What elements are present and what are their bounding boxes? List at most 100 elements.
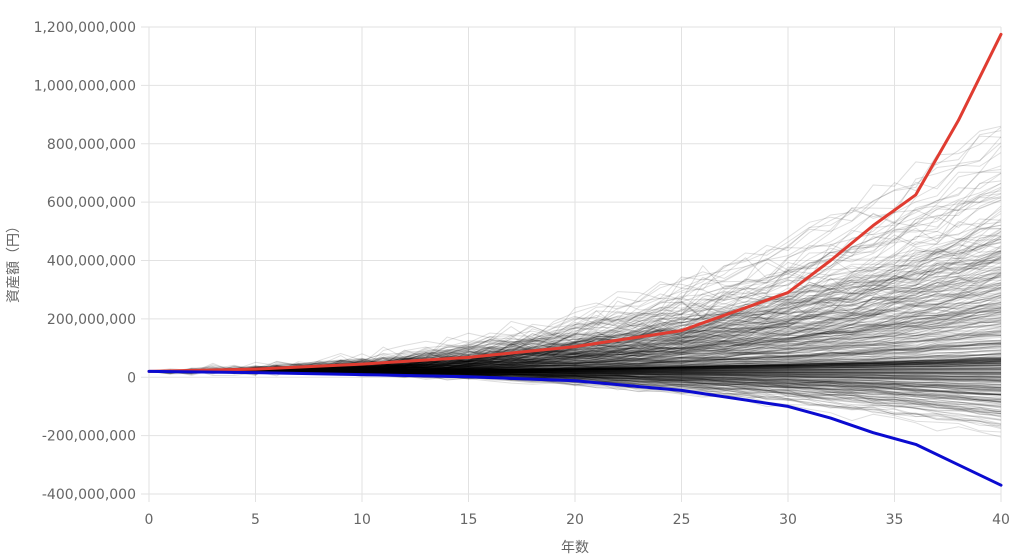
simulation-line — [149, 301, 1002, 373]
simulation-line — [149, 365, 1002, 373]
simulation-line — [148, 306, 1002, 373]
x-tick-label: 20 — [566, 512, 584, 528]
x-tick-label: 15 — [460, 512, 478, 528]
simulation-line — [148, 335, 1002, 373]
simulation-line — [148, 370, 1002, 389]
simulation-line — [149, 363, 1002, 372]
simulation-line — [149, 370, 1002, 382]
simulation-line — [148, 307, 1002, 373]
simulation-line — [149, 370, 1002, 375]
simulation-line — [148, 332, 1002, 372]
x-tick-label: 5 — [251, 512, 260, 528]
simulation-line — [148, 316, 1002, 373]
simulation-line — [149, 365, 1002, 373]
simulation-line — [148, 342, 1002, 373]
simulation-line — [149, 364, 1002, 372]
simulation-line — [148, 370, 1002, 392]
simulation-line — [148, 250, 1002, 373]
simulation-line — [149, 360, 1002, 372]
simulation-line — [148, 350, 1002, 373]
simulation-line — [148, 335, 1002, 372]
simulation-line — [149, 370, 1001, 372]
simulation-line — [148, 295, 1002, 373]
simulation-line — [148, 316, 1002, 373]
simulation-line — [148, 357, 1002, 373]
y-tick-label: -200,000,000 — [42, 429, 136, 445]
simulation-line — [149, 369, 1002, 372]
simulation-line — [149, 344, 1002, 373]
simulation-line — [149, 367, 1002, 372]
simulation-line — [148, 370, 1002, 421]
simulation-line — [149, 369, 1002, 372]
simulation-line — [149, 370, 1002, 379]
simulation-line — [148, 307, 1002, 373]
simulation-line — [149, 366, 1002, 372]
simulation-line — [148, 331, 1002, 372]
simulation-line — [149, 370, 1002, 374]
simulation-line — [149, 370, 1002, 374]
simulation-line — [148, 261, 1002, 373]
simulation-line — [149, 370, 1001, 374]
simulation-line — [149, 370, 1002, 375]
simulation-line — [149, 358, 1002, 373]
simulation-line — [148, 308, 1002, 373]
simulation-line — [149, 288, 1002, 373]
simulation-line — [148, 309, 1002, 373]
simulation-line — [148, 256, 1002, 373]
y-tick-labels: 1,200,000,000 1,000,000,000 800,000,000 600… — [34, 20, 136, 503]
simulation-line — [148, 340, 1002, 373]
simulation-line — [148, 370, 1002, 395]
simulation-line — [148, 338, 1002, 373]
simulation-line — [148, 267, 1002, 373]
simulation-line — [149, 370, 1002, 381]
simulation-line — [148, 327, 1002, 373]
simulation-line — [148, 361, 1002, 373]
simulation-line — [148, 259, 1002, 374]
x-tick-label: 30 — [779, 512, 797, 528]
simulation-line — [149, 354, 1002, 373]
simulation-line — [149, 352, 1002, 372]
simulation-line — [148, 304, 1002, 373]
simulation-line — [148, 299, 1002, 374]
simulation-line — [148, 301, 1002, 374]
simulation-line — [148, 241, 1002, 374]
simulation-line — [148, 320, 1002, 373]
simulation-line — [148, 370, 1002, 388]
simulation-line — [148, 275, 1002, 373]
simulation-line — [149, 362, 1002, 373]
simulation-line — [149, 364, 1002, 372]
simulation-line — [149, 370, 1002, 376]
simulation-line — [148, 232, 1002, 373]
simulation-line — [148, 370, 1002, 378]
simulation-line — [148, 360, 1002, 373]
simulation-line — [148, 314, 1002, 373]
simulation-line — [149, 370, 1001, 373]
simulation-line — [148, 349, 1002, 373]
simulation-line — [149, 367, 1002, 372]
simulation-line — [148, 271, 1002, 372]
simulation-line — [148, 186, 1002, 374]
y-tick-label: 1,000,000,000 — [34, 78, 136, 94]
simulation-line — [148, 357, 1002, 373]
highlight-series — [147, 32, 1003, 487]
simulation-line — [149, 294, 1002, 374]
simulation-line — [149, 359, 1002, 372]
simulation-line — [148, 290, 1002, 373]
simulation-line — [149, 329, 1002, 373]
simulation-line — [148, 344, 1002, 373]
simulation-line — [149, 370, 1002, 383]
simulation-line — [149, 345, 1002, 373]
simulation-line — [148, 272, 1002, 374]
simulation-line — [148, 324, 1002, 373]
simulation-line — [148, 358, 1002, 372]
y-tick-label: 0 — [127, 370, 136, 386]
simulation-line — [149, 369, 1002, 372]
simulation-line — [149, 361, 1002, 372]
simulation-line — [149, 370, 1001, 374]
simulation-line — [148, 363, 1002, 373]
simulation-line — [149, 365, 1002, 372]
y-tick-label: 1,200,000,000 — [34, 20, 136, 36]
simulation-line — [148, 334, 1002, 373]
simulation-line — [149, 370, 1001, 375]
simulation-line — [149, 359, 1001, 373]
